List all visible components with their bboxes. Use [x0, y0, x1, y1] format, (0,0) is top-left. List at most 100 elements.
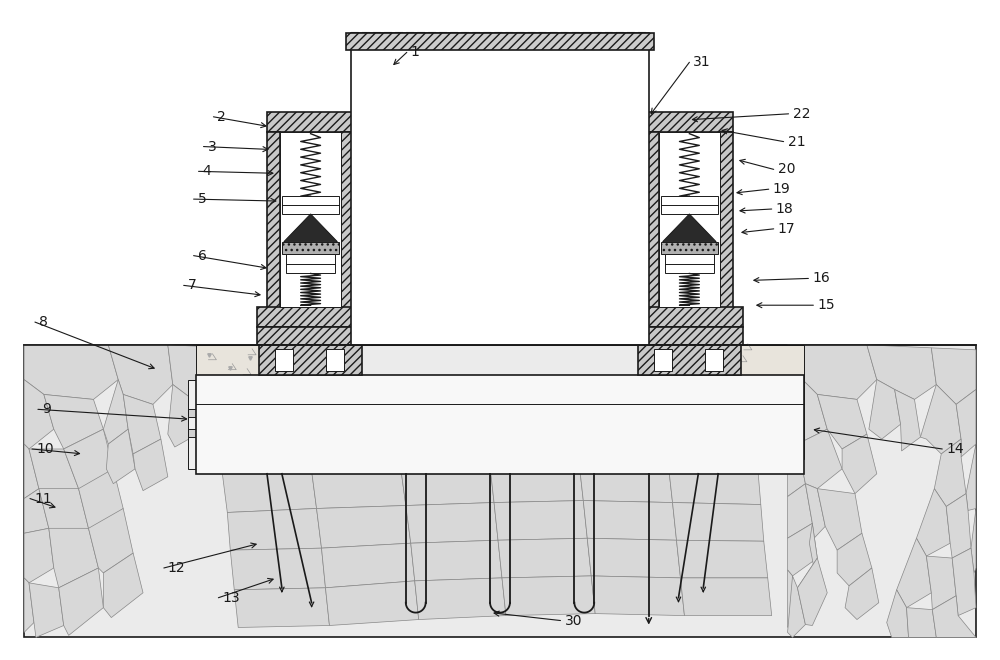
- Bar: [769, 409, 791, 417]
- Polygon shape: [39, 488, 88, 543]
- Polygon shape: [587, 539, 680, 578]
- Polygon shape: [498, 539, 591, 578]
- Polygon shape: [411, 541, 502, 581]
- Polygon shape: [133, 439, 168, 490]
- Text: 7: 7: [188, 279, 196, 292]
- Bar: [769, 379, 791, 469]
- Polygon shape: [971, 508, 976, 573]
- Bar: [24, 345, 976, 638]
- Bar: [286, 253, 335, 273]
- Polygon shape: [325, 581, 419, 626]
- Polygon shape: [788, 576, 805, 638]
- Bar: [636, 307, 743, 327]
- Text: 17: 17: [778, 222, 795, 236]
- Bar: [257, 327, 364, 345]
- Polygon shape: [788, 570, 797, 628]
- Text: 22: 22: [793, 107, 810, 121]
- Polygon shape: [579, 465, 673, 502]
- Bar: [346, 32, 654, 50]
- Polygon shape: [168, 385, 198, 447]
- Text: 3: 3: [207, 139, 216, 154]
- Polygon shape: [788, 523, 817, 576]
- Polygon shape: [788, 484, 812, 539]
- Bar: [665, 253, 714, 273]
- Bar: [720, 132, 733, 325]
- Text: 2: 2: [217, 110, 226, 124]
- Polygon shape: [322, 543, 415, 588]
- Polygon shape: [29, 449, 79, 508]
- Text: 4: 4: [203, 164, 211, 178]
- Polygon shape: [415, 578, 506, 620]
- Bar: [280, 132, 341, 307]
- Polygon shape: [234, 588, 329, 628]
- Polygon shape: [669, 467, 761, 504]
- Polygon shape: [934, 439, 966, 506]
- Text: 12: 12: [168, 561, 185, 575]
- Polygon shape: [907, 608, 936, 638]
- Bar: [326, 349, 344, 371]
- Bar: [651, 345, 804, 459]
- Polygon shape: [103, 379, 128, 444]
- Bar: [661, 242, 718, 253]
- Bar: [257, 307, 364, 327]
- Polygon shape: [401, 467, 494, 506]
- Polygon shape: [583, 500, 677, 541]
- Bar: [354, 137, 384, 158]
- Bar: [618, 211, 646, 315]
- Polygon shape: [502, 576, 595, 616]
- Polygon shape: [966, 444, 976, 510]
- Bar: [267, 132, 280, 325]
- Polygon shape: [887, 590, 909, 638]
- Polygon shape: [222, 471, 317, 512]
- Polygon shape: [920, 385, 961, 454]
- Polygon shape: [227, 508, 322, 550]
- Bar: [646, 112, 733, 132]
- Bar: [705, 349, 723, 371]
- Bar: [354, 211, 382, 315]
- Polygon shape: [106, 429, 135, 484]
- Polygon shape: [312, 469, 406, 508]
- Polygon shape: [952, 548, 976, 616]
- Polygon shape: [817, 488, 862, 550]
- Polygon shape: [168, 345, 217, 399]
- Polygon shape: [788, 375, 827, 444]
- Polygon shape: [680, 578, 772, 616]
- Polygon shape: [867, 345, 936, 399]
- Text: 31: 31: [693, 55, 711, 69]
- Text: 10: 10: [36, 442, 54, 456]
- Text: 21: 21: [788, 135, 805, 148]
- Bar: [354, 137, 374, 221]
- Polygon shape: [797, 523, 817, 588]
- Polygon shape: [494, 500, 587, 541]
- Text: 13: 13: [222, 591, 240, 605]
- Polygon shape: [845, 568, 879, 620]
- Polygon shape: [230, 548, 325, 590]
- Polygon shape: [932, 596, 976, 638]
- Polygon shape: [284, 214, 337, 242]
- Polygon shape: [837, 533, 872, 586]
- Polygon shape: [49, 528, 98, 588]
- Bar: [275, 349, 293, 371]
- Bar: [188, 429, 209, 437]
- Polygon shape: [24, 528, 54, 583]
- Polygon shape: [842, 434, 877, 494]
- Polygon shape: [24, 444, 39, 498]
- Bar: [341, 132, 354, 325]
- Polygon shape: [64, 429, 113, 498]
- Polygon shape: [931, 348, 976, 405]
- Bar: [616, 137, 646, 158]
- Polygon shape: [788, 345, 877, 399]
- Bar: [267, 112, 354, 132]
- Polygon shape: [797, 558, 827, 626]
- Polygon shape: [317, 506, 411, 548]
- Bar: [636, 327, 743, 345]
- Polygon shape: [108, 345, 173, 405]
- Polygon shape: [591, 576, 684, 616]
- Bar: [618, 137, 638, 221]
- Polygon shape: [406, 502, 498, 543]
- Polygon shape: [103, 553, 143, 618]
- Polygon shape: [897, 539, 931, 608]
- Polygon shape: [677, 541, 768, 578]
- Text: 11: 11: [34, 492, 52, 506]
- Text: 20: 20: [778, 162, 795, 176]
